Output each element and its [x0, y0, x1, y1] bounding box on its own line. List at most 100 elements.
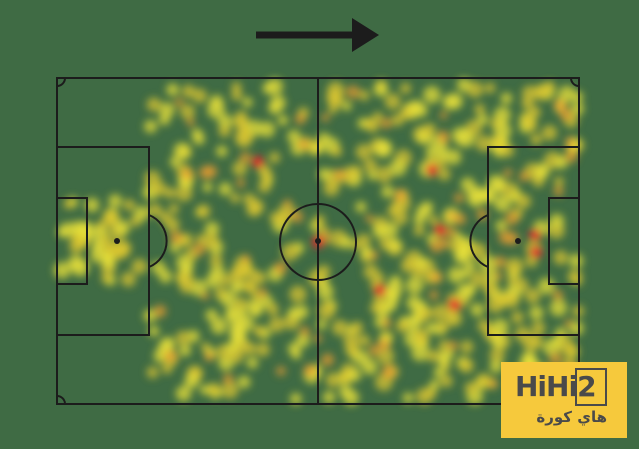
heat-blob [340, 236, 353, 249]
heat-blob [102, 255, 116, 270]
heat-blob [175, 330, 191, 346]
heat-blob [230, 192, 241, 204]
heat-blob [467, 185, 484, 202]
heat-blob [317, 301, 336, 320]
heat-blob [552, 336, 563, 347]
heat-blob [438, 237, 450, 249]
heat-blob [454, 213, 467, 225]
heat-blob [222, 373, 234, 385]
heat-blob [402, 392, 414, 404]
heat-blob [497, 293, 511, 307]
heat-blob [423, 122, 437, 137]
heat-blob [153, 304, 167, 318]
heat-blob [186, 118, 195, 127]
heat-blob [460, 340, 474, 354]
heat-blob [148, 203, 162, 217]
heat-blob [457, 129, 475, 148]
heat-blob [489, 359, 503, 374]
heat-blob [321, 113, 330, 122]
heat-blob [206, 382, 220, 396]
heat-blob [470, 270, 487, 287]
heat-blob [365, 214, 374, 223]
heat-blob [400, 258, 416, 274]
heat-blob [235, 126, 253, 144]
heat-blob [311, 143, 323, 155]
heat-blob [231, 81, 242, 93]
heat-blob [191, 128, 203, 140]
heat-blob [344, 341, 360, 357]
heat-blob [435, 146, 450, 161]
heat-blob [237, 375, 251, 389]
heat-blob [414, 103, 428, 118]
heat-blob [114, 219, 131, 236]
heat-blob [411, 266, 425, 279]
heat-blob [181, 168, 193, 180]
heat-blob [255, 342, 271, 357]
heat-blob [341, 100, 352, 112]
logo: HiHi2 هاي كورة [501, 362, 627, 438]
heat-blob [368, 344, 380, 357]
heat-blob [413, 328, 430, 344]
heat-blob [205, 309, 218, 322]
heat-blob [415, 387, 433, 405]
heat-blob [377, 338, 390, 352]
heat-blob [387, 288, 399, 300]
heat-blob [531, 321, 546, 336]
heat-blob [553, 186, 564, 197]
heat-blob [505, 257, 524, 276]
heat-blob [374, 139, 393, 158]
heat-blob [234, 306, 247, 319]
heat-blob [564, 136, 576, 148]
heat-blob [283, 199, 292, 208]
heat-blob [316, 283, 334, 301]
heat-blob [564, 319, 573, 328]
heat-blob [242, 97, 253, 108]
heat-blob [102, 210, 120, 227]
heat-blob [426, 164, 438, 176]
heat-blob [323, 180, 340, 197]
heat-blob [369, 302, 381, 314]
heat-blob [553, 176, 565, 187]
heat-blob [237, 263, 254, 279]
heat-blob [175, 385, 192, 402]
heat-blob [456, 77, 472, 93]
heat-blob [370, 251, 379, 260]
heat-blob [321, 353, 335, 367]
heat-blob [236, 178, 246, 188]
heat-blob [559, 107, 573, 121]
heat-blob [493, 106, 511, 124]
heat-blob [487, 174, 506, 193]
heat-blob [249, 304, 263, 318]
heat-blob [143, 119, 158, 134]
heat-blob [242, 193, 256, 206]
heat-blob [178, 344, 192, 357]
heat-blob [554, 155, 569, 169]
heat-blob [269, 212, 281, 224]
heat-blob [445, 309, 463, 327]
heat-blob [530, 335, 543, 348]
heat-blob [382, 318, 392, 328]
heat-blob [405, 276, 424, 295]
heat-blob [168, 203, 180, 215]
heat-blob [193, 242, 206, 256]
heat-blob [253, 324, 265, 337]
heat-blob [303, 364, 317, 377]
heat-blob [295, 333, 310, 348]
heat-blob [476, 113, 489, 126]
heat-blob [340, 166, 358, 184]
heat-blob [266, 303, 280, 316]
heat-blob [445, 149, 462, 165]
heat-blob [484, 82, 496, 94]
heat-blob [252, 156, 264, 168]
heat-blob [363, 264, 379, 280]
heat-blob [201, 292, 210, 301]
heat-blob [202, 232, 220, 250]
heat-blob [63, 198, 74, 210]
heat-blob [491, 335, 505, 349]
heat-blob [446, 92, 464, 110]
heat-blob [209, 94, 224, 109]
heat-blob [413, 224, 425, 237]
heat-blob [204, 221, 220, 237]
heat-blob [491, 135, 503, 147]
